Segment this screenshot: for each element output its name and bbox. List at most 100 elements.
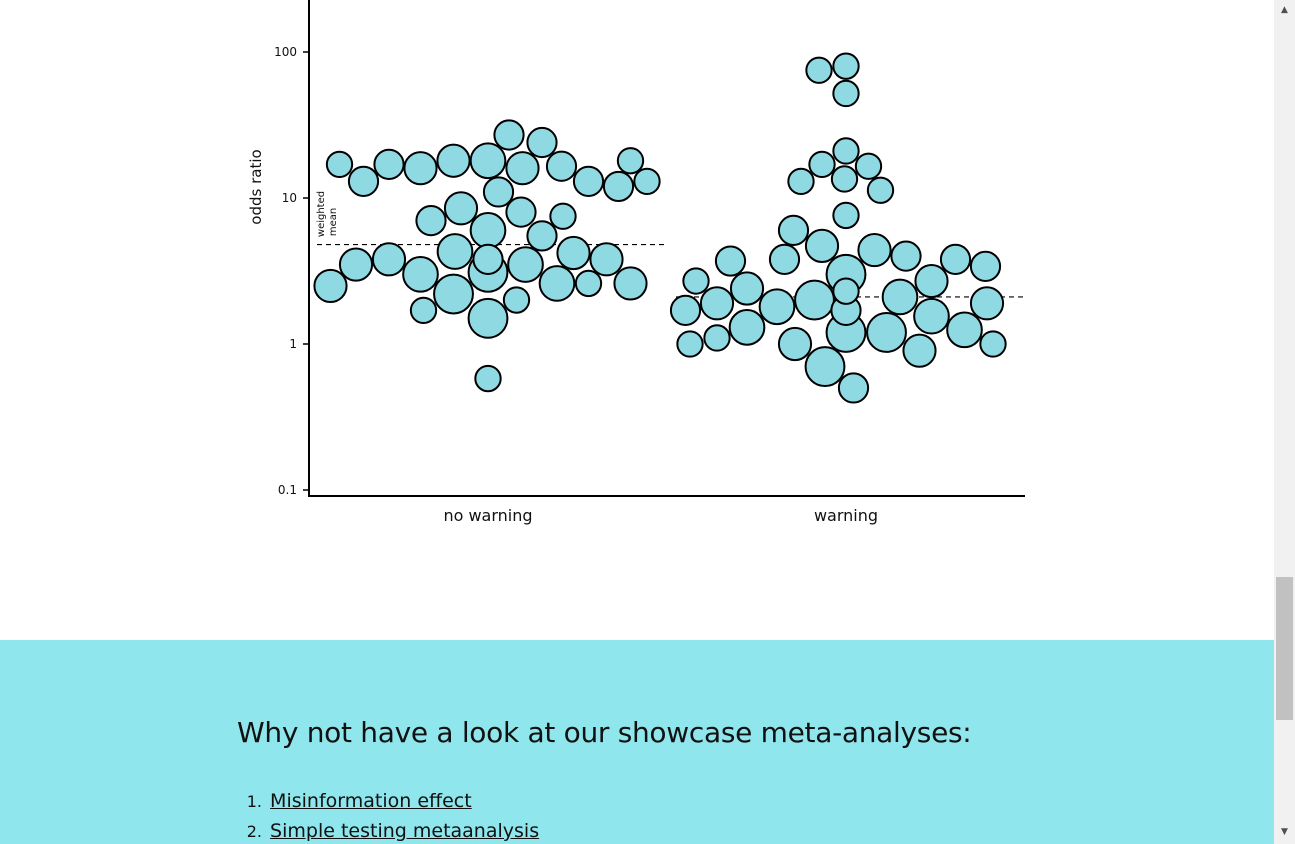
showcase-list-item: 1. Misinformation effect xyxy=(238,786,539,816)
data-point xyxy=(373,148,405,180)
data-point xyxy=(505,151,540,186)
data-point xyxy=(837,372,870,404)
data-point xyxy=(804,228,840,263)
data-point xyxy=(436,143,471,178)
data-point xyxy=(728,309,766,346)
data-point xyxy=(857,232,892,268)
weighted-mean-label: mean xyxy=(328,208,339,236)
data-point xyxy=(505,196,537,228)
data-point xyxy=(832,137,860,165)
scroll-up-arrow-icon[interactable]: ▲ xyxy=(1281,5,1288,15)
x-category-label: no warning xyxy=(443,506,532,525)
data-point xyxy=(830,165,859,193)
data-point xyxy=(347,165,380,197)
data-point xyxy=(890,240,922,272)
data-point xyxy=(804,346,846,388)
data-point xyxy=(699,286,735,321)
data-point xyxy=(589,242,624,277)
showcase-list-item: 2. Simple testing metaanalysis xyxy=(238,816,539,844)
data-point xyxy=(493,119,525,151)
data-point xyxy=(832,201,860,230)
data-point xyxy=(472,243,504,275)
data-point xyxy=(777,326,813,362)
simple-testing-link[interactable]: Simple testing metaanalysis xyxy=(270,820,540,842)
data-point xyxy=(913,297,950,335)
data-point xyxy=(507,246,544,283)
data-point xyxy=(787,167,815,196)
data-point xyxy=(758,288,796,326)
data-point xyxy=(682,267,710,295)
data-point xyxy=(338,247,374,282)
data-point xyxy=(538,265,576,302)
misinformation-effect-link[interactable]: Misinformation effect xyxy=(270,790,472,812)
data-point xyxy=(443,191,479,226)
data-point xyxy=(502,286,531,314)
data-point xyxy=(914,263,949,299)
data-point xyxy=(574,269,603,298)
data-point xyxy=(794,279,835,321)
data-point xyxy=(714,245,747,277)
data-point xyxy=(881,278,919,316)
y-axis-title: odds ratio xyxy=(247,149,265,224)
data-point xyxy=(325,150,354,179)
scrollbar-thumb[interactable] xyxy=(1276,577,1293,720)
data-point xyxy=(371,242,407,277)
data-point xyxy=(409,296,438,325)
y-tick-label: 100 xyxy=(274,45,297,59)
data-point xyxy=(866,176,895,204)
data-point xyxy=(572,165,605,197)
data-point xyxy=(969,250,1002,283)
data-point xyxy=(474,364,502,393)
data-point xyxy=(969,286,1005,321)
data-point xyxy=(676,330,704,358)
y-tick-label: 0.1 xyxy=(278,483,297,497)
showcase-list: 1. Misinformation effect 2. Simple testi… xyxy=(238,786,539,844)
data-point xyxy=(467,297,509,339)
weighted-mean-label: weighted xyxy=(316,191,327,237)
data-point xyxy=(415,205,447,237)
data-point xyxy=(436,233,474,270)
data-point xyxy=(526,220,558,252)
data-point xyxy=(808,150,836,179)
data-point xyxy=(545,150,578,182)
data-point xyxy=(556,235,591,271)
y-tick-label: 10 xyxy=(282,191,297,205)
data-point xyxy=(549,202,577,230)
data-point xyxy=(403,151,438,186)
data-point xyxy=(469,142,507,180)
data-point xyxy=(805,56,833,84)
data-point xyxy=(482,176,515,208)
data-point xyxy=(602,170,635,203)
data-point xyxy=(866,312,907,353)
data-point xyxy=(854,152,883,180)
showcase-heading: Why not have a look at our showcase meta… xyxy=(237,716,972,749)
data-point xyxy=(313,268,348,303)
data-point xyxy=(729,271,765,306)
data-point xyxy=(703,324,731,352)
data-point xyxy=(469,212,507,249)
data-point xyxy=(633,167,661,196)
list-number: 1. xyxy=(246,792,262,811)
data-point xyxy=(946,311,983,349)
data-point xyxy=(768,243,801,275)
data-point xyxy=(526,126,558,159)
data-point xyxy=(939,243,972,275)
data-point xyxy=(832,277,860,305)
chart-svg: 100 10 1 0.1 odds ratio no warning warning weig… xyxy=(247,0,1025,525)
data-point xyxy=(669,294,702,326)
data-point xyxy=(402,256,439,293)
vertical-scrollbar[interactable]: ▲ ▼ xyxy=(1274,0,1295,844)
odds-ratio-chart: 100 10 1 0.1 odds ratio no warning warning weig… xyxy=(247,0,1025,525)
list-number: 2. xyxy=(246,822,262,841)
data-point xyxy=(433,273,474,315)
showcase-section: Why not have a look at our showcase meta… xyxy=(0,640,1274,844)
y-tick-label: 1 xyxy=(289,337,297,351)
data-point xyxy=(902,333,937,368)
data-point xyxy=(613,266,648,301)
scroll-down-arrow-icon[interactable]: ▼ xyxy=(1281,827,1288,837)
data-point xyxy=(832,79,860,108)
data-point xyxy=(979,330,1007,358)
data-point xyxy=(777,214,810,246)
x-category-label: warning xyxy=(814,506,878,525)
